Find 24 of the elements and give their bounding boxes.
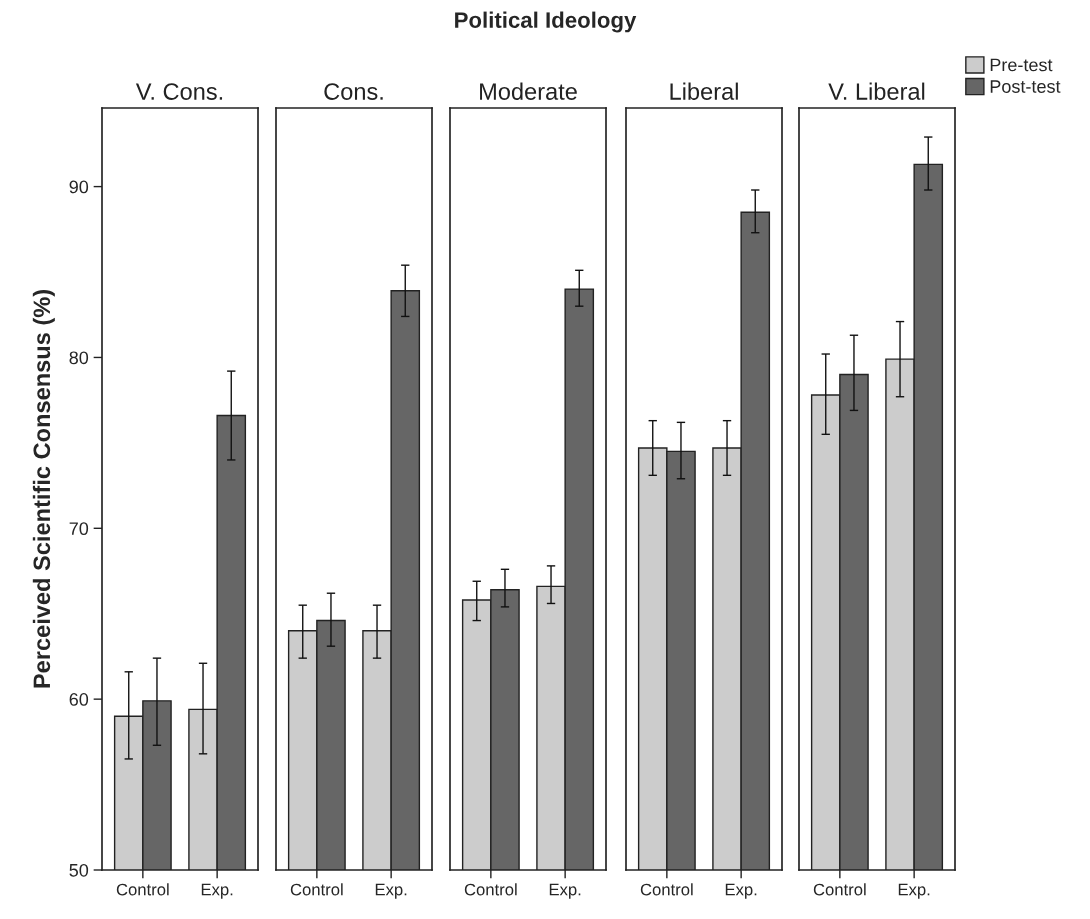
- legend-label: Post-test: [990, 80, 1061, 93]
- y-tick-label: 90: [69, 180, 89, 194]
- y-tick-label: 70: [69, 522, 89, 536]
- legend-label: Pre-test: [990, 58, 1053, 72]
- y-tick-label: 80: [69, 351, 89, 365]
- y-axis-title: Perceived Scientific Consensus (%): [32, 290, 55, 688]
- chart-title: Moderate: [480, 82, 577, 100]
- chart-title: Liberal: [670, 82, 738, 100]
- x-tick-label: Exp.: [898, 883, 930, 899]
- x-tick-label: Control: [464, 883, 517, 896]
- chart-title: V. Cons.: [135, 83, 223, 100]
- x-tick-label: Control: [640, 883, 693, 896]
- chart-title: Cons.: [324, 83, 383, 100]
- text: Political Ideology: [455, 11, 637, 33]
- x-tick-label: Control: [290, 883, 343, 896]
- chart-title: V. Liberal: [828, 82, 925, 100]
- y-tick-label: 50: [69, 863, 89, 877]
- x-tick-label: Exp.: [725, 883, 757, 899]
- y-tick-label: 60: [69, 693, 89, 706]
- x-tick-label: Control: [813, 883, 866, 896]
- x-tick-label: Exp.: [201, 883, 233, 899]
- x-tick-label: Exp.: [375, 883, 407, 899]
- x-tick-label: Control: [116, 883, 169, 896]
- x-tick-label: Exp.: [549, 883, 581, 899]
